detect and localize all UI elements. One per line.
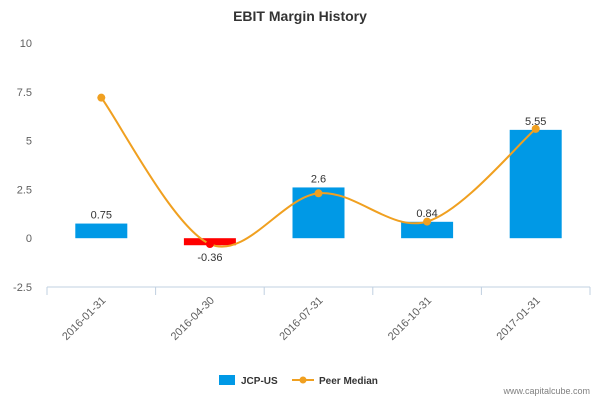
x-tick-label: 2016-01-31	[60, 295, 108, 343]
data-labels: 0.75 -0.36 2.6 0.84 5.55	[91, 116, 547, 264]
legend-label-line[interactable]: Peer Median	[319, 376, 378, 387]
y-tick-label: -2.5	[13, 282, 32, 294]
x-tick-label: 2017-01-31	[495, 295, 543, 343]
y-axis: 10 7.5 5 2.5 0 -2.5	[13, 38, 32, 294]
y-tick-label: 5	[26, 136, 32, 148]
line-point[interactable]	[97, 93, 106, 102]
bar[interactable]	[509, 129, 562, 239]
legend: JCP-US Peer Median	[219, 375, 378, 387]
line-point[interactable]	[314, 189, 323, 198]
chart-title: EBIT Margin History	[233, 8, 367, 24]
bar-data-label: 2.6	[311, 173, 326, 185]
y-tick-label: 7.5	[17, 87, 32, 99]
bar[interactable]	[401, 221, 454, 239]
x-tick-label: 2016-07-31	[277, 295, 325, 343]
x-tick-label: 2016-10-31	[386, 295, 434, 343]
x-tick-label: 2016-04-30	[169, 295, 217, 343]
bar-data-label: 5.55	[525, 116, 546, 128]
legend-label-bar[interactable]: JCP-US	[241, 376, 278, 387]
line-point[interactable]	[423, 217, 432, 226]
watermark: www.capitalcube.com	[502, 386, 590, 396]
legend-swatch-bar	[219, 375, 235, 385]
legend-swatch-marker	[299, 376, 307, 384]
bar-series	[75, 129, 562, 246]
line-point[interactable]	[531, 124, 540, 133]
line-series	[97, 93, 540, 249]
bar-data-label: 0.75	[91, 210, 112, 222]
x-axis: 2016-01-31 2016-04-30 2016-07-31 2016-10-31…	[46, 286, 591, 343]
y-tick-label: 2.5	[17, 184, 32, 196]
y-tick-label: 10	[20, 38, 32, 50]
bar[interactable]	[75, 223, 128, 239]
y-tick-label: 0	[26, 233, 32, 245]
line-point[interactable]	[205, 240, 214, 249]
bar-data-label: 0.84	[416, 208, 437, 220]
bar-data-label: -0.36	[197, 252, 222, 264]
